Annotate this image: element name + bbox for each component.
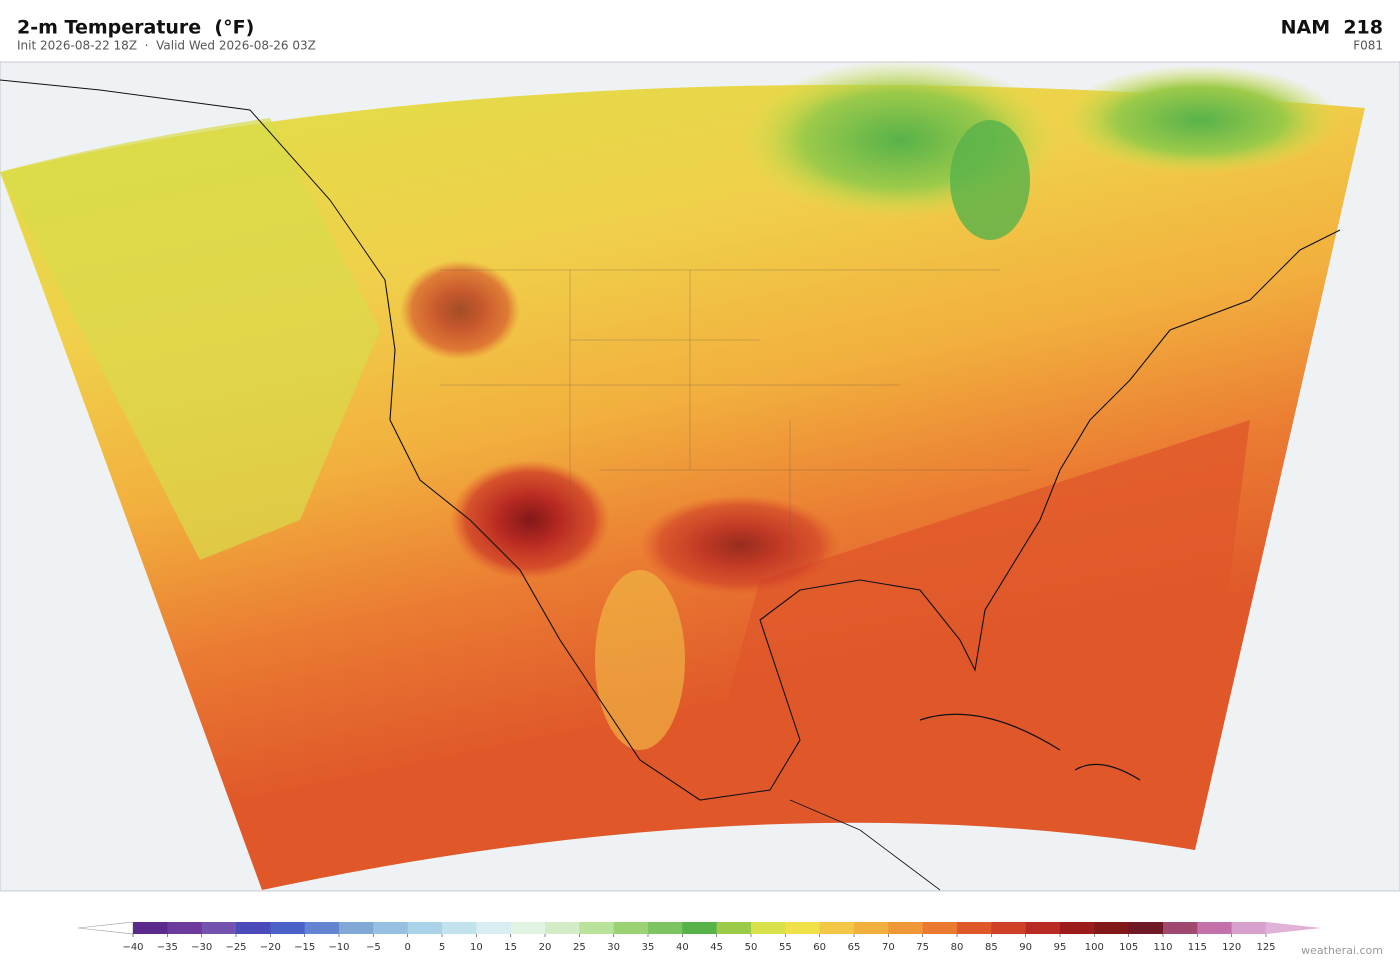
colorbar-bin: [133, 922, 168, 934]
colorbar-bin: [201, 922, 237, 934]
credit: weatherai.com: [1301, 944, 1383, 957]
colorbar-bin: [1094, 922, 1130, 934]
tick-label: 45: [710, 942, 723, 953]
over-extension: [1266, 922, 1321, 934]
colorbar-bin: [579, 922, 615, 934]
tick-label: 65: [848, 942, 861, 953]
quebec-cool: [1060, 65, 1340, 175]
texas-heat: [640, 495, 840, 595]
colorbar-bin: [1163, 922, 1198, 934]
tick-label: −40: [122, 942, 143, 953]
tick-label: 50: [745, 942, 758, 953]
coastline: [384, 229, 1341, 801]
colorbar-bin: [922, 922, 958, 934]
tick-label: −25: [225, 942, 246, 953]
tick-label: 15: [504, 942, 517, 953]
tick-label: 70: [882, 942, 895, 953]
tick-label: 0: [404, 942, 410, 953]
coastline-north: [0, 79, 386, 281]
tick-label: 90: [1019, 942, 1032, 953]
central-america: [789, 799, 941, 891]
colorbar-bin: [270, 922, 306, 934]
colorbar-bin: [1025, 922, 1061, 934]
colorbar-bin: [407, 922, 443, 934]
colorbar-bin: [854, 922, 889, 934]
tick-label: 30: [607, 942, 620, 953]
model: NAM 218: [1281, 17, 1383, 39]
colorbar-bin: [1197, 922, 1233, 934]
sw-heat: [450, 460, 610, 580]
tick-label: −10: [328, 942, 349, 953]
colorbar-bin: [373, 922, 409, 934]
colorbar-bin: [545, 922, 580, 934]
tick-label: 80: [951, 942, 964, 953]
nw-heat: [400, 260, 520, 360]
tick-label: −20: [260, 942, 281, 953]
subtitle: Init 2026-08-22 18Z · Valid Wed 2026-08-…: [17, 39, 316, 53]
tick-label: 25: [573, 942, 586, 953]
tick-label: −5: [366, 942, 381, 953]
tick-label: 100: [1085, 942, 1104, 953]
colorbar-bin: [888, 922, 924, 934]
tick-label: 35: [642, 942, 655, 953]
tick-label: 95: [1054, 942, 1067, 953]
tick-label: 110: [1153, 942, 1172, 953]
tick-label: 20: [539, 942, 552, 953]
colorbar-bin: [510, 922, 546, 934]
tick-label: −35: [157, 942, 178, 953]
colorbar-bin: [819, 922, 855, 934]
tick-label: 10: [470, 942, 483, 953]
tick-label: 40: [676, 942, 689, 953]
tick-label: −30: [191, 942, 212, 953]
tick-label: 105: [1119, 942, 1138, 953]
tick-label: −15: [294, 942, 315, 953]
colorbar-bin: [1128, 922, 1164, 934]
colorbar-bin: [613, 922, 649, 934]
state-borders: [440, 269, 1030, 560]
colorbar-bin: [339, 922, 374, 934]
colorbar-bin: [1231, 922, 1267, 934]
colorbar-bin: [1060, 922, 1095, 934]
map: [0, 60, 1400, 892]
tick-label: 75: [916, 942, 929, 953]
colorbar-bin: [785, 922, 821, 934]
tick-label: 5: [439, 942, 445, 953]
colorbar-bin: [442, 922, 477, 934]
colorbar-bin: [991, 922, 1027, 934]
cuba: [919, 713, 1061, 751]
colorbar-bin: [648, 922, 683, 934]
colorbar-bin: [716, 922, 752, 934]
colorbar-bin: [751, 922, 786, 934]
hispaniola: [1074, 763, 1141, 781]
title: 2-m Temperature (°F): [17, 17, 254, 39]
colorbar-bin: [957, 922, 992, 934]
pacific-cool: [0, 118, 380, 560]
forecast-hour: F081: [1353, 39, 1383, 53]
colorbar-bin: [304, 922, 340, 934]
colorbar-bin: [167, 922, 203, 934]
gulf-atlantic: [700, 420, 1250, 850]
tick-label: 55: [779, 942, 792, 953]
tick-label: 120: [1222, 942, 1241, 953]
tick-label: 60: [813, 942, 826, 953]
tick-label: 85: [985, 942, 998, 953]
mexico-highlands: [595, 570, 685, 750]
colorbar: −40 −35 −30 −25 −20 −15 −10 −5 0 5 10 15 20 25 30 35 40 4…: [77, 921, 1321, 953]
colorbar-bin: [236, 922, 271, 934]
tick-label: 115: [1188, 942, 1207, 953]
colorbar-bin: [682, 922, 718, 934]
hudson-cool: [950, 120, 1030, 240]
colorbar-bin: [476, 922, 512, 934]
tick-label: 125: [1256, 942, 1275, 953]
